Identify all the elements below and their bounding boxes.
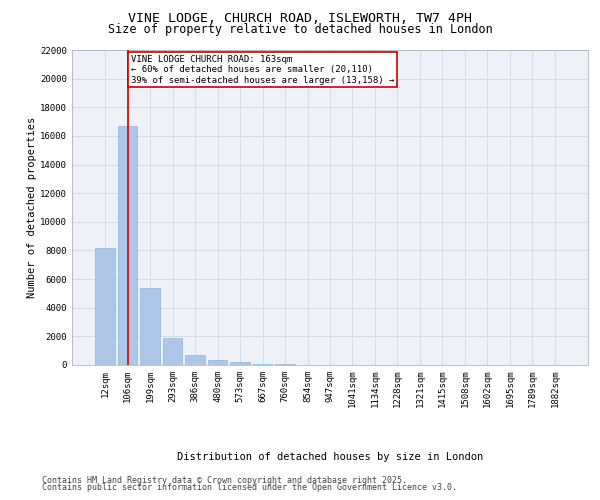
Bar	[95, 248, 115, 365]
Bar	[230, 362, 250, 365]
Bar	[275, 364, 295, 365]
Text: Contains HM Land Registry data © Crown copyright and database right 2025.: Contains HM Land Registry data © Crown c…	[42, 476, 407, 485]
Text: Size of property relative to detached houses in London: Size of property relative to detached ho…	[107, 22, 493, 36]
Text: VINE LODGE CHURCH ROAD: 163sqm
← 60% of detached houses are smaller (20,110)
39%: VINE LODGE CHURCH ROAD: 163sqm ← 60% of …	[131, 54, 394, 84]
Y-axis label: Number of detached properties: Number of detached properties	[28, 117, 37, 298]
Bar	[253, 364, 272, 365]
Bar	[163, 338, 182, 365]
Text: Contains public sector information licensed under the Open Government Licence v3: Contains public sector information licen…	[42, 484, 457, 492]
Bar	[118, 126, 137, 365]
Bar	[185, 355, 205, 365]
Bar	[208, 360, 227, 365]
Bar	[140, 288, 160, 365]
Text: VINE LODGE, CHURCH ROAD, ISLEWORTH, TW7 4PH: VINE LODGE, CHURCH ROAD, ISLEWORTH, TW7 …	[128, 12, 472, 26]
Text: Distribution of detached houses by size in London: Distribution of detached houses by size …	[177, 452, 483, 462]
